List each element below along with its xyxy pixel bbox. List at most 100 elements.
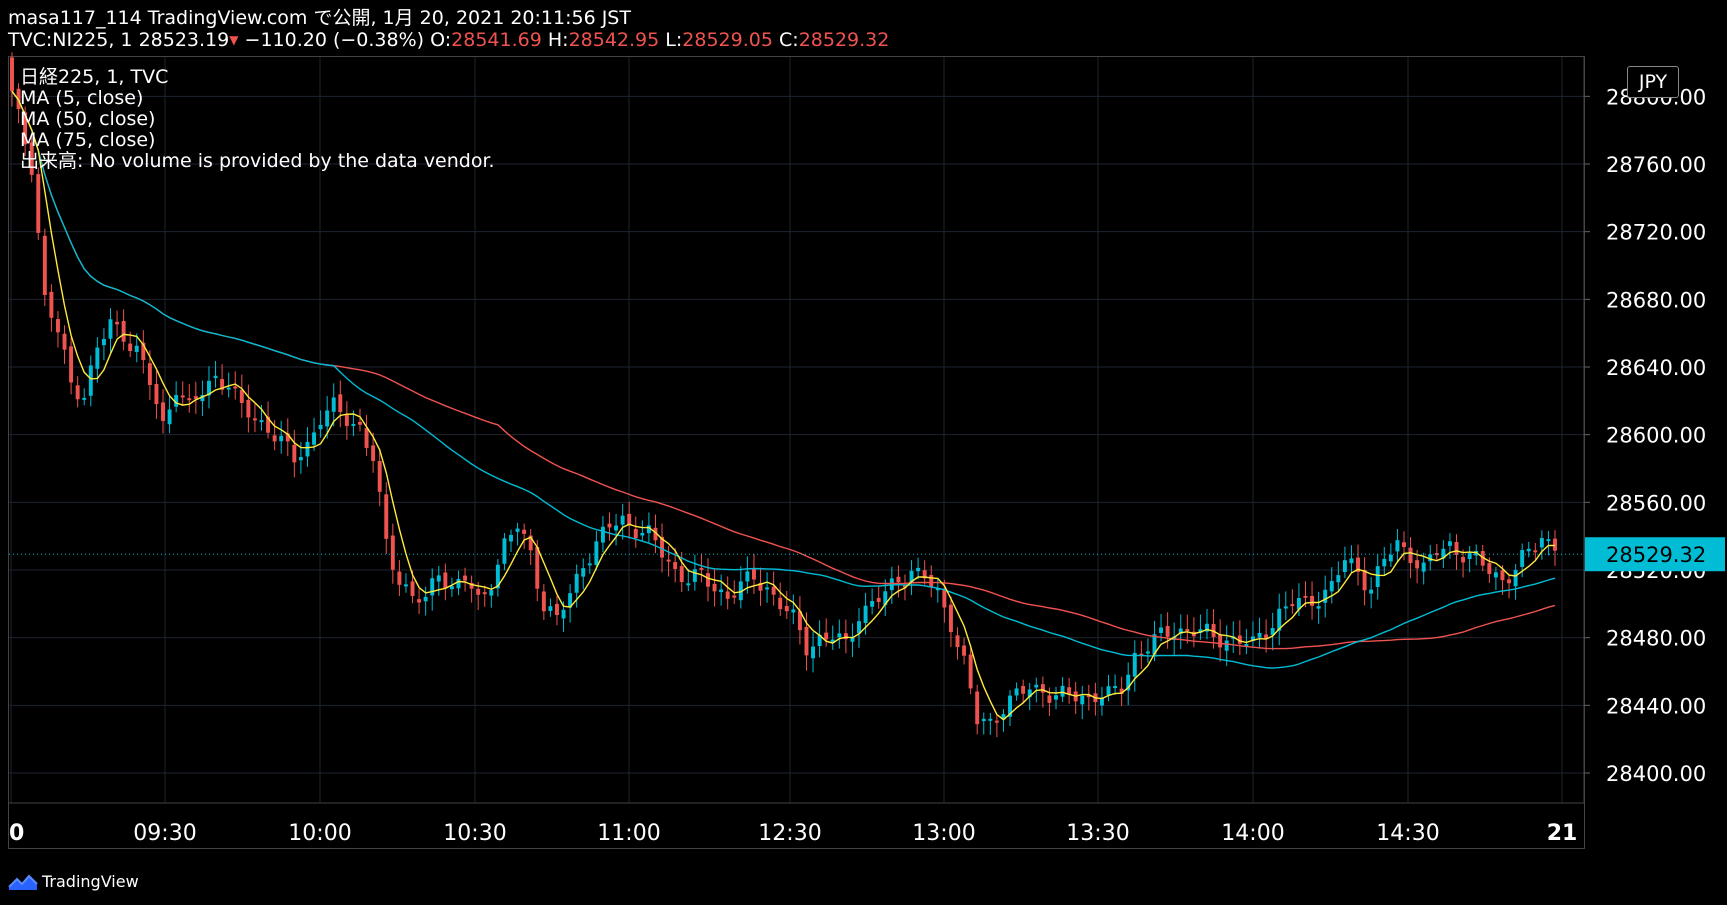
candle-body <box>1533 550 1538 553</box>
x-tick-label: 11:00 <box>597 821 660 846</box>
y-tick-label: 28640.00 <box>1606 356 1706 380</box>
candle-body <box>948 604 953 633</box>
candle-body <box>574 573 579 593</box>
candle-body <box>830 639 835 643</box>
candle-body <box>390 535 395 570</box>
candle-body <box>666 559 671 562</box>
candle-body <box>660 536 664 558</box>
candle-body <box>1553 538 1557 551</box>
current-price-tag <box>1585 537 1725 572</box>
candle-body <box>1447 541 1452 546</box>
candle-body <box>1362 570 1367 591</box>
candle-body <box>1270 627 1275 636</box>
candle-body <box>180 395 185 398</box>
candle-body <box>692 569 697 582</box>
candle-body <box>876 597 881 602</box>
candle-body <box>1277 608 1282 631</box>
candle-body <box>509 534 513 542</box>
candle-body <box>1152 634 1157 655</box>
ma5-line <box>11 90 1556 721</box>
candle-body <box>962 645 967 656</box>
candle-body <box>489 590 494 596</box>
candle-body <box>469 582 474 589</box>
candle-body <box>95 347 100 369</box>
currency-button[interactable]: JPY <box>1627 66 1679 98</box>
candle-body <box>430 578 435 596</box>
candle-body <box>115 321 120 325</box>
candle-body <box>1218 634 1223 648</box>
candle-body <box>1205 623 1209 632</box>
candle-body <box>266 416 271 433</box>
y-tick-label: 28400.00 <box>1606 762 1706 786</box>
low-label: L: <box>665 29 683 51</box>
candle-body <box>338 394 343 413</box>
candle-body <box>1034 684 1039 688</box>
x-tick-label: 09:30 <box>133 821 196 846</box>
candle-body <box>942 588 947 608</box>
candle-body <box>706 573 710 587</box>
candle-body <box>1329 581 1334 592</box>
candle-body <box>568 593 573 608</box>
candle-body <box>1395 540 1400 552</box>
candle-body <box>436 575 441 582</box>
candle-body <box>771 586 776 595</box>
close-value: 28529.32 <box>798 29 890 51</box>
candle-body <box>252 418 257 421</box>
candle-body <box>1526 548 1531 552</box>
candle-body <box>1008 695 1012 717</box>
candle-body <box>607 523 612 528</box>
candle-body <box>1250 636 1255 641</box>
current-price-label: 28529.32 <box>1606 543 1706 567</box>
candle-body <box>384 494 389 539</box>
last-price: 28523.19 <box>138 29 230 51</box>
candle-body <box>1316 606 1321 609</box>
candle-body <box>1500 570 1505 581</box>
candle-body <box>1520 550 1525 567</box>
candle-body <box>614 525 619 531</box>
candle-body <box>101 338 106 346</box>
candle-body <box>128 343 133 352</box>
candle-body <box>1080 695 1085 705</box>
candle-body <box>1415 560 1420 569</box>
candle-body <box>811 646 816 659</box>
candle-body <box>1513 570 1518 587</box>
candle-body <box>778 597 783 610</box>
candle-body <box>955 635 960 648</box>
candle-body <box>784 605 789 612</box>
candle-body <box>863 605 868 623</box>
candle-body <box>600 526 605 543</box>
candle-body <box>246 399 251 418</box>
candle-body <box>417 599 422 603</box>
tradingview-logo-icon <box>8 874 38 890</box>
candle-body <box>679 566 684 583</box>
candle-body <box>594 541 599 566</box>
brand-logo[interactable]: TradingView <box>8 872 139 891</box>
candle-body <box>1185 629 1190 632</box>
candle-body <box>305 441 310 457</box>
candle-body <box>1047 695 1052 703</box>
y-tick-label: 28760.00 <box>1606 153 1706 177</box>
candle-body <box>285 433 290 442</box>
candle-body <box>850 636 855 642</box>
candle-body <box>653 527 658 541</box>
candle-body <box>1382 558 1387 567</box>
candle-body <box>712 583 717 592</box>
candle-body <box>916 567 921 572</box>
candle-body <box>837 633 842 638</box>
y-tick-label: 28720.00 <box>1606 221 1706 245</box>
x-tick-label: 13:00 <box>912 821 975 846</box>
candle-body <box>75 385 80 400</box>
candle-body <box>298 457 303 461</box>
candle-body <box>456 578 461 589</box>
candle-body <box>423 596 428 602</box>
candle-body <box>16 88 21 110</box>
candle-body <box>1480 551 1485 566</box>
candle-body <box>1027 689 1032 698</box>
candle-body <box>1402 542 1406 548</box>
candle-body <box>187 398 192 401</box>
candle-body <box>154 383 159 405</box>
candle-body <box>535 547 540 589</box>
candle-body <box>259 420 264 423</box>
candle-body <box>673 562 678 569</box>
